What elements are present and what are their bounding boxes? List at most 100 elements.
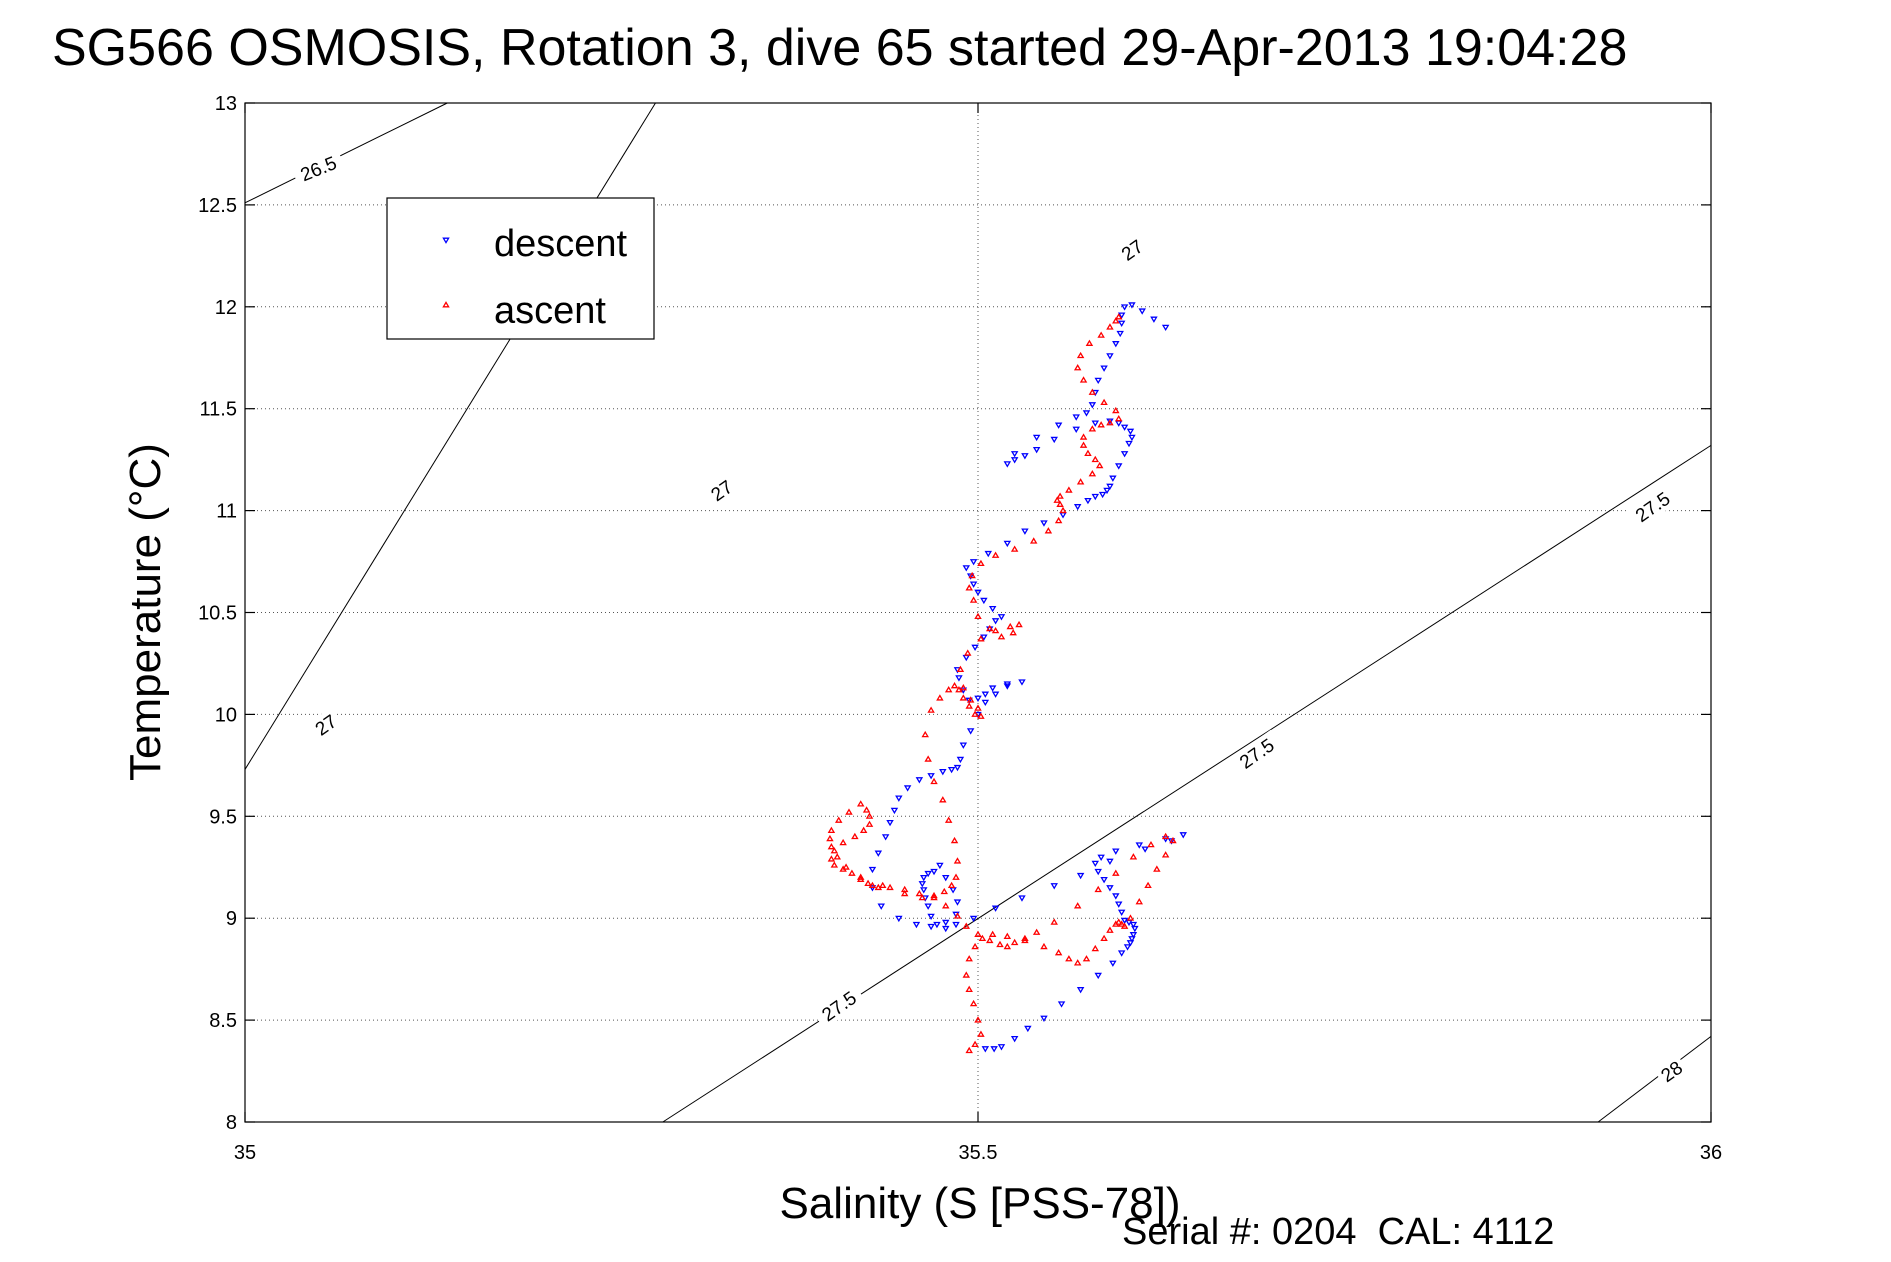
ascent-point [1126,914,1135,921]
x-tick-label: 36 [1700,1142,1722,1164]
ascent-point [1010,545,1019,552]
descent-point [920,874,928,882]
descent-point [1126,940,1135,947]
y-tick-label: 8.5 [209,1010,237,1032]
isopycnal-line [1597,1036,1712,1123]
isopycnal-label-bg [811,982,866,1030]
ascent-point [1073,902,1082,909]
ascent-point [1085,339,1094,346]
descent-point [1084,497,1092,505]
ascent-point [827,826,836,834]
descent-point [1057,1001,1066,1008]
descent-point [1120,424,1129,431]
ascent-point [1097,331,1105,338]
descent-point [942,919,950,927]
ascent-point [924,755,932,762]
descent-point [1141,846,1149,853]
ascent-point [1003,932,1012,940]
descent-point [997,614,1006,621]
descent-point [1109,475,1117,482]
ascent-point [1054,516,1063,524]
descent-point [980,597,988,605]
descent-point [1024,1025,1032,1033]
ascent-point [1120,922,1129,929]
descent-point [1010,451,1019,458]
descent-point [1076,872,1085,880]
ascent-point [1044,527,1053,534]
descent-point [924,870,932,878]
descent-point [1091,493,1100,501]
ascent-point [1106,323,1114,330]
descent-point [1120,451,1129,458]
descent-point [890,807,899,815]
y-tick-label: 8 [226,1112,237,1134]
descent-point [1112,341,1120,348]
descent-point [1091,860,1100,868]
ascent-point [827,842,836,850]
ascent-point [1010,938,1019,946]
ascent-point [936,694,944,701]
ascent-point [1084,449,1092,457]
descent-point [1150,316,1158,323]
ascent-point [865,820,874,827]
ascent-point [845,808,853,815]
y-tick-label: 9 [226,908,237,930]
descent-point [939,768,947,776]
ascent-point [827,855,836,862]
descent-point [990,1046,998,1053]
ascent-point [964,649,972,656]
y-tick-label: 11.5 [200,399,237,421]
ascent-point [1144,881,1152,889]
descent-point [942,874,950,882]
ascent-point [969,596,978,603]
ascent-point [974,612,982,620]
descent-point [969,581,978,588]
descent-point [959,742,968,749]
descent-point [1100,877,1108,884]
ascent-point [834,816,843,823]
descent-point [874,850,883,857]
ascent-point [1106,419,1114,426]
isopycnal-label-bg [703,473,740,508]
descent-point [1094,868,1102,876]
ascent-point [886,883,894,891]
descent-point [966,728,975,735]
descent-point [1094,377,1102,385]
ascent-point [1056,492,1064,499]
ascent-point [944,816,953,823]
ascent-point [1094,885,1102,893]
descent-point [962,565,971,572]
legend-marker-descent [442,237,450,244]
descent-point [1010,1035,1019,1043]
isopycnal-label-bg [1114,232,1150,267]
ascent-point [1073,959,1082,966]
descent-point [1091,420,1100,427]
descent-point [1129,932,1138,939]
ascent-point [966,696,975,703]
ascent-point [1076,478,1085,485]
axis-ticks: 35 35.5 36 8 8.5 9 9.5 10 10.5 11 11.5 12 12.5 13 [198,93,1722,1164]
ascent-point [848,869,856,876]
descent-point [991,905,1000,912]
ascent-point [978,934,987,942]
descent-point [1117,950,1126,957]
descent-point [930,868,938,876]
ascent-point [1021,934,1029,942]
descent-point [1097,854,1105,861]
descent-point [980,634,988,641]
isopycnal-label-bg [290,148,346,188]
descent-point [965,697,973,705]
descent-point [881,834,890,841]
ascent-point [1056,500,1064,507]
ascent-point [1009,628,1017,636]
descent-point [1072,414,1080,421]
descent-point [1125,440,1133,448]
ascent-point [1115,313,1123,320]
ascent-point [974,930,982,937]
ascent-point [1100,934,1108,942]
descent-point [936,862,944,870]
ascent-point [953,857,962,864]
descent-point [1131,925,1139,933]
y-axis-label: Temperature (°C) [121,443,170,781]
descent-point [1128,302,1136,309]
